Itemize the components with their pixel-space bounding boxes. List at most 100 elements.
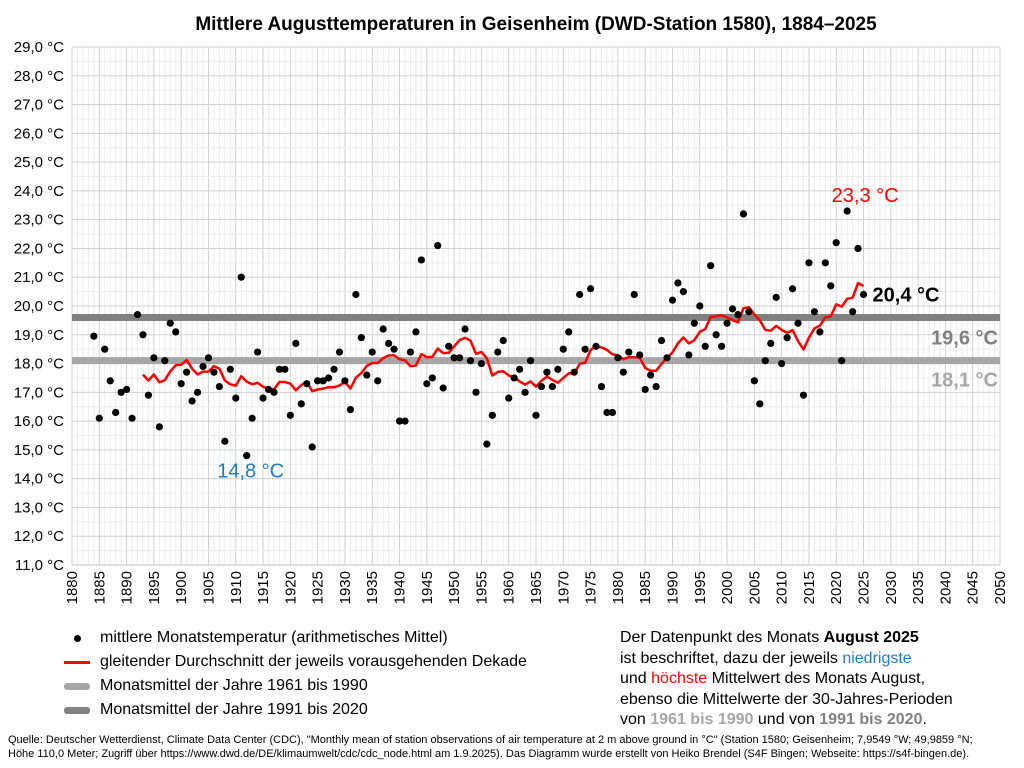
legend-item-1961-1990: Monatsmittel der Jahre 1961 bis 1990	[60, 674, 527, 698]
data-point	[144, 391, 153, 399]
data-point	[232, 394, 240, 402]
data-point	[95, 414, 103, 422]
data-point	[592, 342, 600, 350]
legend: mittlere Monatstemperatur (arithmetische…	[60, 626, 527, 722]
data-point	[237, 273, 245, 281]
x-tick-label: 2045	[965, 571, 982, 604]
y-tick-label: 24,0 °C	[14, 183, 64, 200]
data-point	[543, 368, 551, 376]
data-point	[319, 377, 327, 385]
x-tick-label: 1880	[64, 571, 81, 604]
legend-label: mittlere Monatstemperatur (arithmetische…	[100, 629, 448, 646]
data-point	[406, 348, 415, 356]
data-point	[368, 348, 376, 356]
data-point	[745, 308, 753, 316]
data-point	[155, 423, 163, 431]
data-point	[90, 332, 98, 340]
data-point	[226, 365, 234, 373]
data-point	[412, 328, 420, 336]
data-point	[827, 282, 835, 290]
data-point	[254, 348, 262, 356]
data-point	[712, 331, 720, 339]
note-text: niedrigste	[842, 649, 912, 667]
note-text: und	[620, 670, 652, 687]
x-tick-label: 1935	[364, 571, 381, 604]
data-point	[614, 354, 622, 362]
data-point	[286, 411, 294, 419]
data-point	[663, 354, 671, 362]
source-line: Quelle: Deutscher Wetterdienst, Climate …	[8, 734, 973, 746]
data-point	[335, 348, 344, 356]
y-tick-label: 17,0 °C	[14, 384, 64, 401]
explanation-note: Der Datenpunkt des Monats August 2025 is…	[620, 628, 953, 731]
data-point	[434, 241, 442, 250]
data-point	[221, 437, 229, 445]
x-tick-label: 2015	[801, 571, 818, 604]
x-tick-label: 1990	[664, 571, 681, 604]
data-point	[805, 259, 813, 267]
data-point	[537, 382, 546, 391]
x-tick-label: 1940	[392, 571, 409, 604]
x-tick-label: 2050	[992, 571, 1009, 604]
x-axis: 1880 1885 1890 1895 1900 1905 1910 1915 1920 1925…	[64, 571, 1009, 604]
data-point	[499, 336, 507, 345]
data-point	[133, 311, 142, 319]
moving-average-line	[142, 281, 865, 393]
note-text: 1961 bis 1990	[650, 711, 754, 728]
data-point	[821, 259, 829, 267]
data-point	[576, 290, 584, 299]
line-swatch	[64, 706, 90, 714]
y-tick-label: 14,0 °C	[14, 471, 64, 488]
data-point	[330, 365, 338, 373]
data-point	[794, 319, 802, 327]
x-tick-label: 1885	[91, 571, 108, 604]
data-point	[783, 334, 791, 342]
data-point	[303, 380, 311, 388]
data-point	[346, 406, 354, 414]
x-tick-label: 1950	[446, 571, 463, 604]
data-point	[139, 331, 147, 339]
y-tick-label: 13,0 °C	[14, 499, 64, 516]
data-point	[526, 357, 535, 365]
data-point	[494, 348, 502, 356]
y-tick-label: 18,0 °C	[14, 356, 64, 373]
note-text: Mittelwert des Monats August,	[707, 670, 926, 687]
note-text: von	[620, 711, 651, 728]
x-tick-label: 1980	[610, 571, 627, 604]
data-point	[767, 339, 775, 348]
data-point	[172, 328, 180, 336]
x-tick-label: 1995	[692, 571, 709, 604]
x-tick-label: 1960	[501, 571, 518, 604]
y-tick-label: 21,0 °C	[14, 269, 64, 286]
data-point	[270, 388, 278, 396]
data-point	[608, 408, 617, 417]
note-text: 1991 bis 2020	[819, 711, 923, 728]
data-point	[461, 325, 469, 333]
note-text: August 2025	[823, 629, 919, 646]
min-label: 14,8 °C	[217, 461, 284, 483]
y-tick-label: 27,0 °C	[14, 97, 64, 114]
data-point	[166, 319, 174, 327]
data-point	[122, 385, 131, 394]
data-point	[183, 368, 191, 376]
data-point	[374, 377, 382, 385]
x-tick-label: 2000	[719, 571, 736, 604]
data-point	[505, 394, 513, 402]
data-point	[483, 440, 491, 448]
data-point	[816, 328, 824, 336]
data-point	[761, 357, 769, 365]
data-point	[597, 382, 606, 391]
x-tick-label: 1955	[473, 571, 490, 604]
x-tick-label: 1920	[282, 571, 299, 604]
data-point	[674, 279, 682, 287]
note-text: .	[922, 711, 927, 728]
data-point	[647, 371, 655, 379]
y-tick-label: 28,0 °C	[14, 68, 64, 85]
data-point	[603, 408, 611, 417]
data-point	[849, 308, 857, 316]
x-tick-label: 2035	[910, 571, 927, 604]
y-tick-label: 23,0 °C	[14, 212, 64, 229]
data-point	[636, 351, 644, 359]
data-point	[259, 394, 267, 402]
data-point	[275, 365, 284, 373]
